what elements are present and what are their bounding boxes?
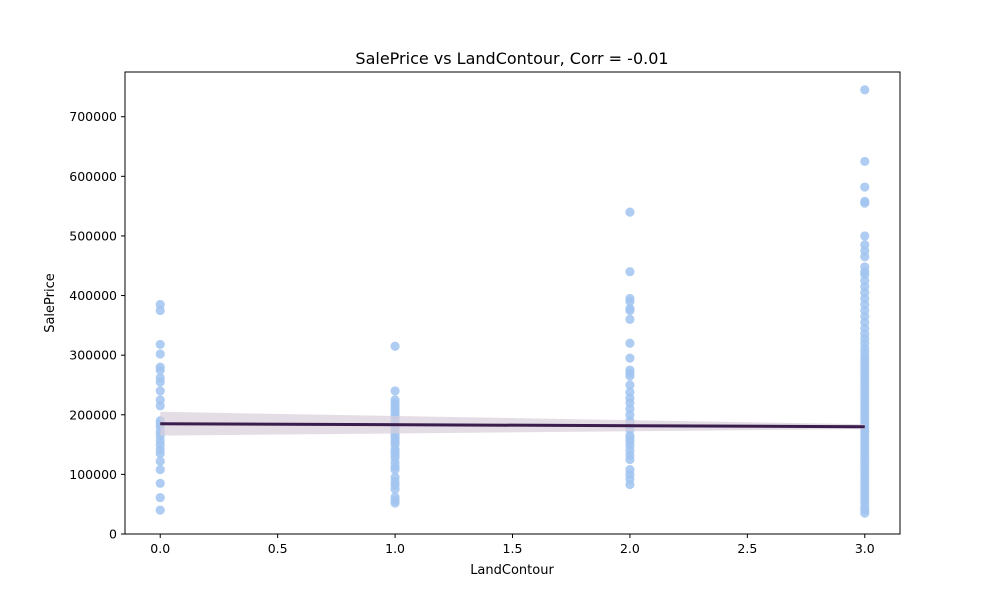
data-point [625, 365, 635, 375]
data-point [155, 299, 165, 310]
regression-line [160, 422, 865, 429]
plot-frame [124, 71, 901, 535]
y-axis-label: SalePrice [43, 273, 58, 333]
data-point [155, 395, 165, 405]
data-point [155, 349, 165, 359]
data-point [155, 505, 165, 515]
data-point [625, 387, 635, 397]
data-point [625, 314, 635, 324]
data-point [860, 196, 870, 206]
data-point [155, 373, 165, 383]
data-point [625, 353, 635, 363]
y-tick-label: 100000 [69, 467, 117, 482]
x-tick-label: 2.0 [620, 541, 640, 556]
x-tick-label: 2.5 [737, 541, 757, 556]
y-tick-label: 0 [109, 527, 117, 542]
data-point [155, 465, 165, 475]
data-point [390, 492, 400, 502]
data-point [860, 240, 870, 250]
y-tick-label: 500000 [69, 228, 117, 243]
data-point [155, 339, 165, 350]
y-tick-label: 400000 [69, 288, 117, 303]
x-tick-label: 1.0 [385, 541, 405, 556]
data-point [390, 395, 400, 405]
y-tick-label: 200000 [69, 407, 117, 422]
data-point [155, 386, 165, 396]
data-point [625, 380, 635, 390]
plot-area: 0.0 0.5 1.0 1.5 2.0 2.5 3.0 0 100000 200000 300000… [69, 71, 901, 556]
data-point [860, 85, 870, 95]
data-point [625, 293, 635, 304]
x-tick-label: 1.5 [503, 541, 523, 556]
chart-title: SalePrice vs LandContour, Corr = -0.01 [355, 49, 668, 68]
data-point [625, 304, 635, 314]
x-tick-label: 0.5 [268, 541, 288, 556]
x-axis-label: LandContour [470, 563, 554, 578]
data-point [860, 182, 870, 192]
x-tick-label: 3.0 [855, 541, 875, 556]
x-tick-label: 0.0 [150, 541, 170, 556]
data-point [390, 341, 400, 351]
data-point [625, 465, 635, 475]
data-point [860, 231, 870, 241]
data-point [625, 267, 635, 277]
data-point [860, 156, 870, 167]
data-point [155, 456, 165, 466]
y-tick-label: 700000 [69, 109, 117, 124]
data-point [155, 362, 165, 372]
y-tick-label: 300000 [69, 348, 117, 363]
data-point [625, 338, 635, 348]
y-tick-label: 600000 [69, 169, 117, 184]
data-point [155, 478, 165, 488]
data-point [155, 493, 165, 503]
data-point [860, 262, 870, 272]
data-point [390, 472, 400, 482]
data-point [625, 207, 635, 217]
data-point [390, 386, 400, 396]
